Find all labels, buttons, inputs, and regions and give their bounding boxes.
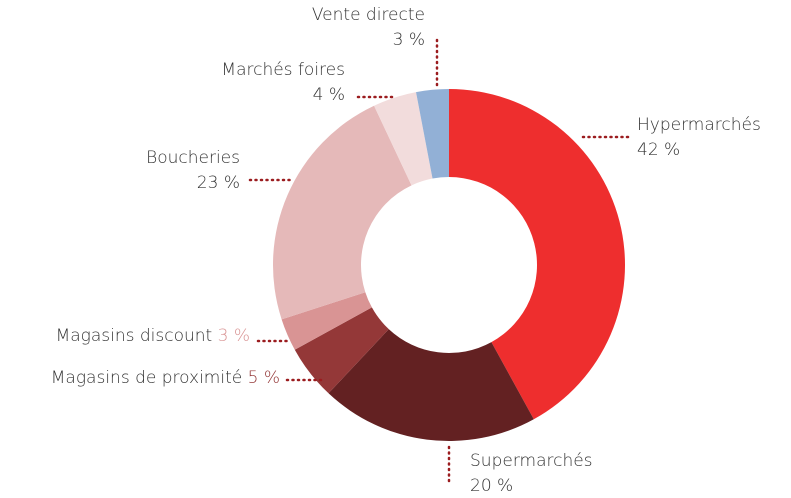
value-label: 4 % [313, 85, 345, 105]
value-label: 3 % [218, 326, 250, 346]
value-label: 3 % [393, 30, 425, 50]
category-label: Supermarchés [470, 451, 593, 471]
label: Magasins discount 3 % [56, 326, 250, 346]
donut-segment [374, 92, 433, 186]
category-label: Hypermarchés [637, 115, 761, 135]
category-label: Magasins de proximité [51, 368, 242, 388]
value-label: 23 % [197, 173, 240, 193]
donut-segment [449, 89, 625, 420]
donut-segment [281, 292, 372, 350]
donut-segment [328, 329, 534, 441]
category-label: Marchés foires [221, 60, 345, 80]
category-label: Boucheries [146, 148, 240, 168]
donut-segment [273, 105, 412, 320]
donut-segment [416, 89, 449, 179]
category-label: Magasins discount [56, 326, 213, 346]
value-label: 20 % [470, 476, 513, 496]
donut-segment [294, 307, 389, 394]
value-label: 5 % [248, 368, 280, 388]
value-label: 42 % [637, 140, 680, 160]
label: Magasins de proximité 5 % [51, 368, 280, 388]
category-label: Vente directe [312, 5, 425, 25]
